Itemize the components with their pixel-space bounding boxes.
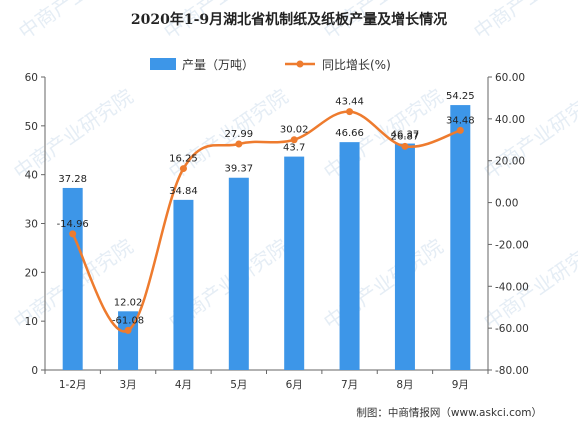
left-tick-label: 30 <box>25 219 38 231</box>
legend-bar-swatch <box>150 58 176 70</box>
watermark-text: 中商产业研究院 <box>319 234 447 334</box>
bar <box>62 187 83 370</box>
x-tick-label: 8月 <box>396 379 413 391</box>
bar <box>394 143 415 370</box>
watermark-text: 中商产业研究院 <box>14 0 142 44</box>
chart-title: 2020年1-9月湖北省机制纸及纸板产量及增长情况 <box>131 11 447 28</box>
right-tick-label: -40.00 <box>495 281 529 293</box>
left-tick-label: 50 <box>25 121 38 133</box>
line-value-label: 16.25 <box>169 154 198 165</box>
line-series <box>69 108 464 334</box>
bar-value-label: 46.66 <box>335 128 364 139</box>
watermark-text: 中商产业研究院 <box>469 0 578 44</box>
right-tick-label: -80.00 <box>495 365 529 377</box>
line-value-label: 26.87 <box>391 131 420 142</box>
bar <box>339 142 360 370</box>
right-tick-label: 40.00 <box>495 114 525 126</box>
x-tick-label: 7月 <box>341 379 358 391</box>
bar-value-label: 39.37 <box>224 164 253 175</box>
right-tick-label: -60.00 <box>495 323 529 335</box>
line-value-label: 43.44 <box>335 97 364 108</box>
line-point <box>401 142 409 150</box>
legend-line-label: 同比增长(%) <box>322 58 391 72</box>
line-point <box>69 230 77 238</box>
bar <box>173 199 194 370</box>
x-tick-label: 1-2月 <box>59 379 87 391</box>
bar <box>284 156 305 370</box>
right-tick-label: 0.00 <box>495 198 518 210</box>
bar-value-label: 46.37 <box>391 130 420 141</box>
x-tick-label: 4月 <box>175 379 192 391</box>
x-tick-label: 5月 <box>230 379 247 391</box>
left-tick-label: 0 <box>31 365 38 377</box>
left-tick-label: 60 <box>25 72 38 84</box>
left-tick-label: 40 <box>25 170 38 182</box>
source-note: 制图：中商情报网（www.askci.com） <box>356 406 542 419</box>
left-tick-label: 10 <box>25 316 38 328</box>
bar <box>450 105 471 371</box>
line-point <box>124 326 132 334</box>
line-value-label: 34.48 <box>446 115 475 126</box>
bar-value-label: 12.02 <box>114 297 143 308</box>
left-tick-label: 20 <box>25 267 38 279</box>
line-point <box>235 140 243 148</box>
line-value-label: -61.08 <box>112 315 144 326</box>
data-labels: 37.28 12.02 34.84 39.37 43.7 46.66 46.37 54.25 -… <box>57 91 475 326</box>
bar-value-label: 54.25 <box>446 91 475 102</box>
line-point <box>456 126 464 134</box>
line-point <box>179 165 187 173</box>
bar-value-label: 34.84 <box>169 186 198 197</box>
line-value-label: -14.96 <box>57 219 89 230</box>
legend-bar-label: 产量（万吨） <box>182 58 254 72</box>
right-tick-label: 20.00 <box>495 156 525 168</box>
x-tick-label: 9月 <box>452 379 469 391</box>
x-tick-label: 3月 <box>119 379 136 391</box>
legend: 产量（万吨） 同比增长(%) <box>150 58 391 72</box>
right-tick-label: -20.00 <box>495 239 529 251</box>
watermark-text: 中商产业研究院 <box>479 84 578 184</box>
line-value-label: 30.02 <box>280 125 309 136</box>
legend-line-marker <box>296 60 304 68</box>
line-point <box>290 136 298 144</box>
bar-series <box>62 105 471 371</box>
bar <box>228 177 249 370</box>
x-tick-label: 6月 <box>286 379 303 391</box>
line-value-label: 27.99 <box>224 129 253 140</box>
line-point <box>346 108 354 116</box>
bar-value-label: 43.7 <box>283 143 305 154</box>
axes: 0 10 20 30 40 50 60 -80.00 -60.00 -40.00 -20.00 0.0… <box>25 72 529 391</box>
right-tick-label: 60.00 <box>495 72 525 84</box>
bar-value-label: 37.28 <box>58 174 87 185</box>
